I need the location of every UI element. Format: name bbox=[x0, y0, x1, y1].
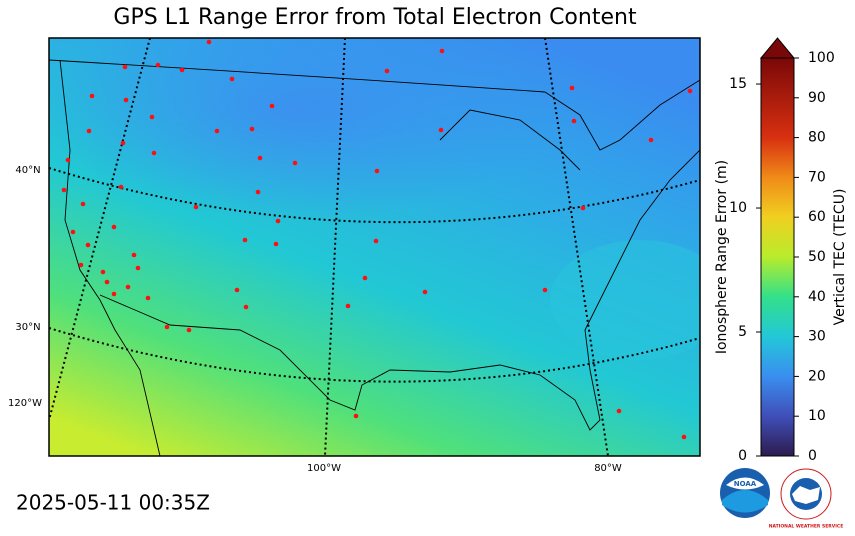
right-tick-label: 80 bbox=[808, 130, 826, 146]
map-frame bbox=[48, 37, 701, 457]
map bbox=[49, 38, 700, 456]
lat-label: 30°N bbox=[15, 322, 40, 333]
lon-label: 120°W bbox=[8, 398, 42, 409]
right-tick-label: 60 bbox=[808, 209, 826, 225]
right-tick-label: 70 bbox=[808, 169, 826, 185]
tec-field bbox=[550, 240, 700, 360]
colorbar: 0 10 20 30 40 50 60 70 80 90 100 0 5 10 15 bbox=[729, 37, 835, 464]
nws-text: NATIONAL WEATHER SERVICE bbox=[769, 524, 844, 530]
noaa-logo: NOAA bbox=[720, 468, 770, 518]
colorbar-ramp bbox=[760, 57, 795, 457]
right-axis-label: Vertical TEC (TECU) bbox=[832, 189, 848, 326]
graticule bbox=[49, 38, 700, 456]
left-tick-label: 10 bbox=[729, 200, 747, 216]
colorbar-extend bbox=[759, 37, 796, 59]
title: GPS L1 Range Error from Total Electron C… bbox=[113, 5, 637, 30]
canada-border bbox=[49, 59, 546, 93]
left-tick-label: 5 bbox=[738, 324, 747, 340]
lon-label: 100°W bbox=[307, 463, 341, 474]
right-tick-label: 90 bbox=[808, 90, 826, 106]
canada-border bbox=[544, 79, 700, 151]
great-lakes bbox=[439, 109, 581, 171]
stations bbox=[61, 39, 693, 440]
right-tick-label: 40 bbox=[808, 289, 826, 305]
right-tick-label: 0 bbox=[808, 448, 817, 464]
timestamp: 2025-05-11 00:35Z bbox=[16, 491, 210, 515]
right-tick-label: 20 bbox=[808, 368, 826, 384]
noaa-text: NOAA bbox=[734, 480, 757, 488]
lon-label: 80°W bbox=[594, 463, 622, 474]
left-axis-label: Ionosphere Range Error (m) bbox=[714, 160, 730, 354]
right-tick-label: 50 bbox=[808, 249, 826, 265]
left-tick-label: 15 bbox=[729, 76, 747, 92]
nws-logo: NATIONAL WEATHER SERVICE bbox=[769, 468, 844, 530]
right-tick-label: 100 bbox=[808, 50, 835, 66]
coastline bbox=[99, 149, 700, 431]
right-tick-label: 30 bbox=[808, 329, 826, 345]
right-tick-label: 10 bbox=[808, 408, 826, 424]
lat-label: 40°N bbox=[15, 165, 40, 176]
tec-field bbox=[49, 38, 560, 220]
left-tick-label: 0 bbox=[738, 448, 747, 464]
